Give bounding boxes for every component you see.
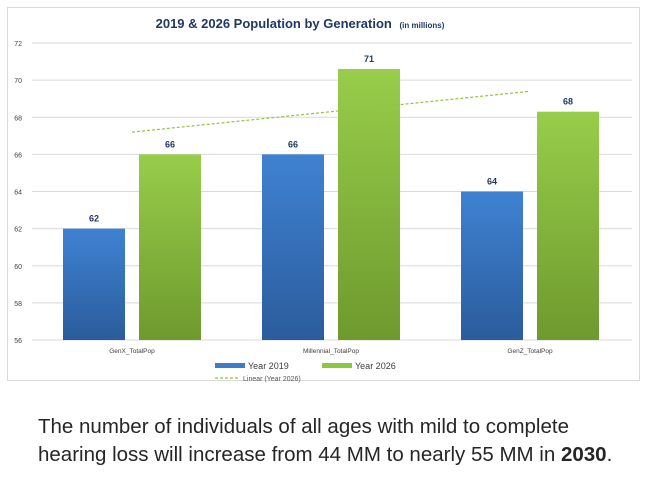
x-tick-label: Millennial_TotalPop — [303, 348, 359, 355]
y-tick-label: 62 — [14, 227, 22, 234]
data-label: 66 — [165, 139, 175, 149]
bar-chart: 2019 & 2026 Population by Generation (in… — [14, 16, 632, 383]
caption-year: 2030 — [560, 443, 607, 466]
legend-label: Year 2019 — [248, 361, 289, 371]
legend-trend-label: Linear (Year 2026) — [243, 376, 301, 383]
data-label: 66 — [288, 139, 298, 149]
chart-title: 2019 & 2026 Population by Generation (in… — [156, 16, 445, 31]
y-axis-ticks: 56 58 60 62 64 66 68 70 72 — [14, 41, 22, 345]
bar — [262, 154, 324, 340]
legend-swatch — [215, 363, 245, 368]
x-axis-labels: GenX_TotalPop Millennial_TotalPop GenZ_Tot… — [109, 348, 553, 355]
y-tick-label: 58 — [14, 301, 22, 308]
bar — [63, 228, 125, 340]
y-tick-label: 72 — [14, 41, 22, 48]
data-label: 68 — [563, 97, 573, 107]
y-tick-label: 68 — [14, 115, 22, 122]
y-tick-label: 64 — [14, 190, 22, 197]
y-tick-label: 60 — [14, 264, 22, 271]
data-label: 62 — [89, 214, 99, 224]
data-label: 71 — [364, 54, 374, 64]
caption-text: The number of individuals of all ages wi… — [38, 415, 569, 466]
legend-label: Year 2026 — [355, 361, 396, 371]
legend-swatch — [322, 363, 352, 368]
bar — [338, 68, 400, 341]
y-tick-label: 66 — [14, 152, 22, 159]
legend: Year 2019 Year 2026 Linear (Year 2026) — [215, 361, 396, 383]
data-label: 64 — [487, 177, 497, 187]
trendline — [131, 90, 531, 133]
caption: The number of individuals of all ages wi… — [38, 413, 618, 469]
trendline-path — [131, 90, 531, 133]
y-tick-label: 70 — [14, 78, 22, 85]
x-tick-label: GenZ_TotalPop — [507, 348, 553, 355]
bar — [139, 154, 201, 340]
bar — [537, 111, 599, 341]
y-tick-label: 56 — [14, 338, 22, 345]
caption-period: . — [606, 443, 613, 466]
chart-title-main: 2019 & 2026 Population by Generation — [156, 16, 392, 31]
chart-title-note: (in millions) — [399, 21, 444, 30]
data-labels: 62 66 64 66 71 68 — [89, 54, 573, 224]
bars — [63, 68, 599, 341]
bar — [461, 191, 523, 340]
x-tick-label: GenX_TotalPop — [109, 348, 155, 355]
gridlines — [32, 42, 632, 341]
